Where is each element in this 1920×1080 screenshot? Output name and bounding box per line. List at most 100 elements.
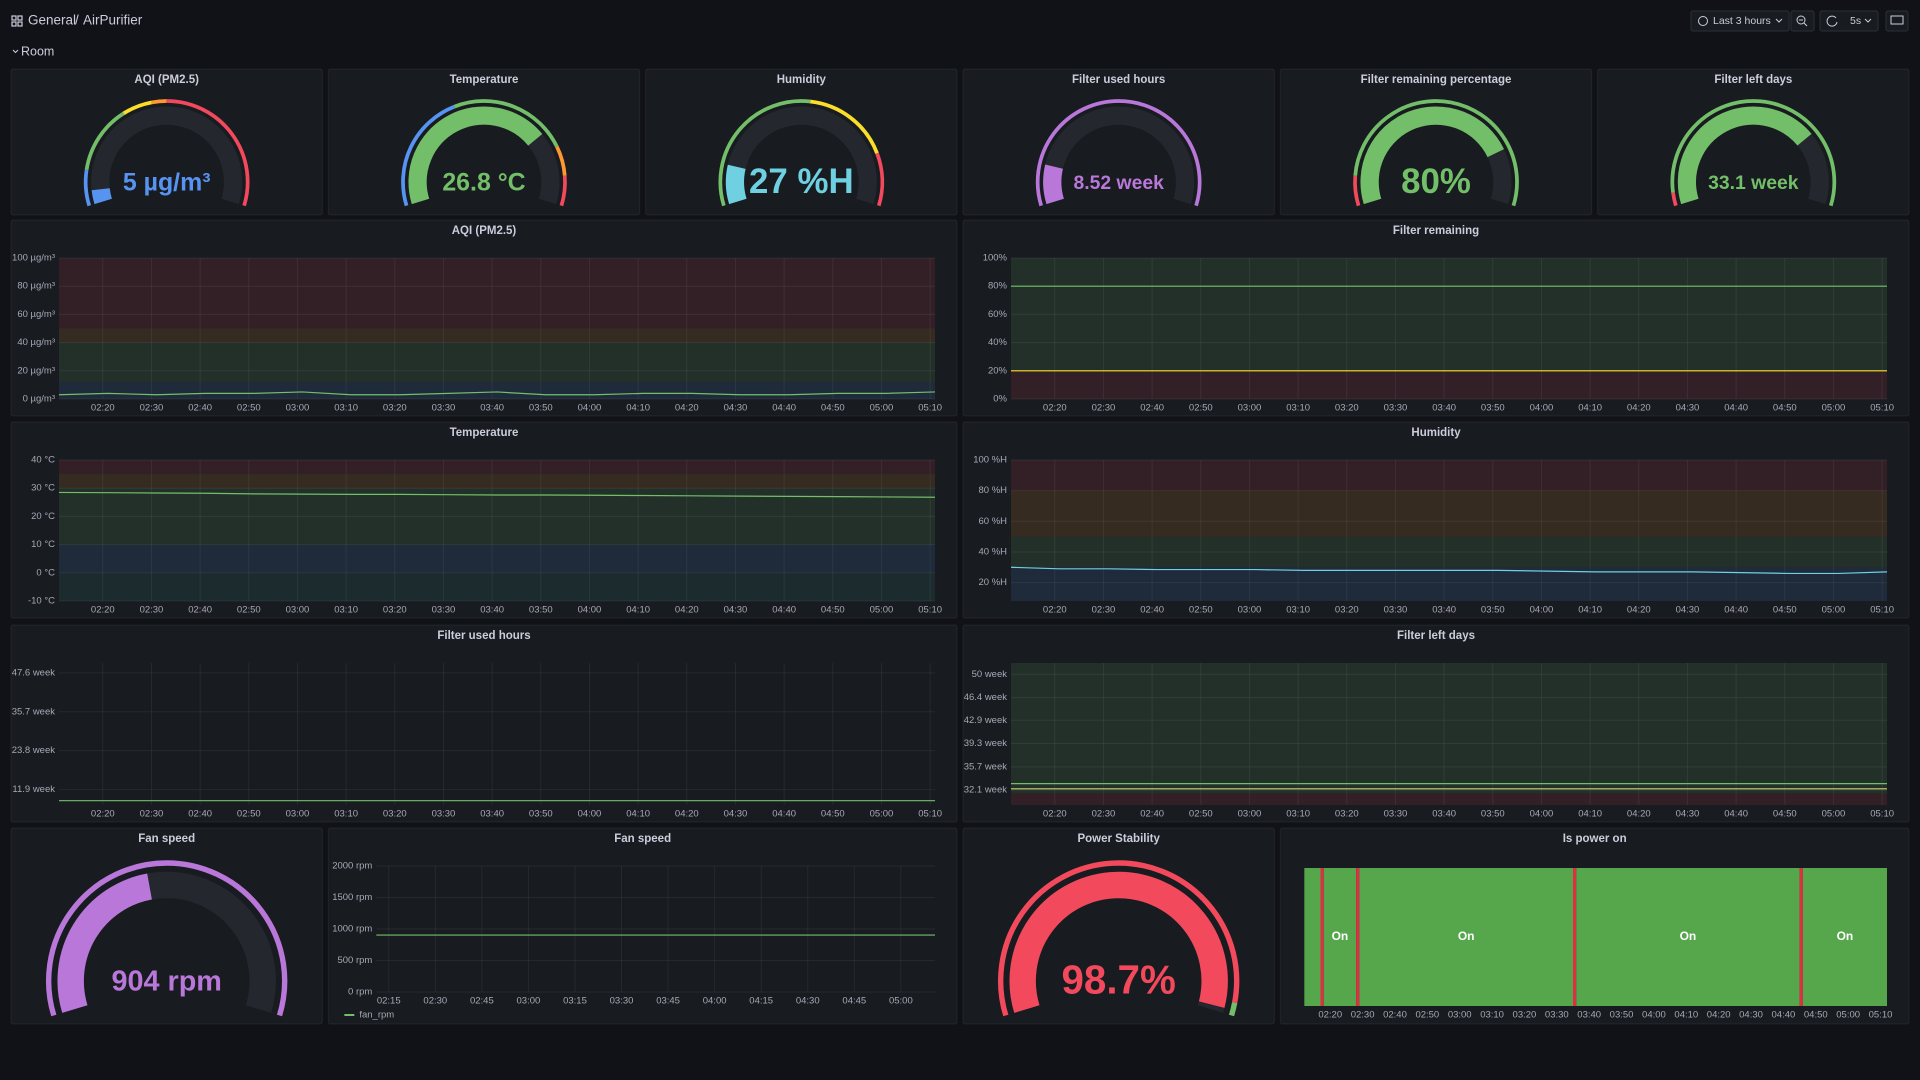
- x-tick-label: 04:50: [1773, 809, 1797, 820]
- x-tick-label: 02:20: [1318, 1010, 1342, 1021]
- panel: Temperature -10 °C 0 °C 10 °C 20 °C 30 °C 40 °…: [10, 421, 958, 619]
- x-tick-label: 04:40: [772, 605, 796, 616]
- x-tick-label: 03:20: [1335, 809, 1359, 820]
- state-segment: [1356, 868, 1360, 1006]
- threshold-arc: [83, 169, 92, 207]
- x-tick-label: 02:20: [91, 809, 115, 820]
- panel: Is power on On On On On 02:20 02:30 02:40 02:50 0…: [1279, 827, 1910, 1025]
- gauge-track: [1043, 106, 1195, 205]
- threshold-band: [1011, 370, 1887, 399]
- gauge-value: 8.52 week: [1073, 172, 1164, 194]
- y-tick-label: 23.8 week: [12, 745, 56, 756]
- panel: AQI (PM2.5) 0 µg/m³ 20 µg/m³ 40 µg/m³ 60 µg/…: [10, 219, 958, 417]
- threshold-arc: [718, 99, 811, 207]
- zoom-icon: [1799, 19, 1808, 27]
- breadcrumb-folder[interactable]: General: [28, 13, 76, 28]
- y-tick-label: 20 %H: [978, 577, 1007, 588]
- legend-label: fan_rpm: [359, 1010, 394, 1021]
- y-tick-label: 40 °C: [31, 455, 55, 466]
- tv-mode-button[interactable]: [1885, 10, 1909, 32]
- y-tick-label: -10 °C: [28, 596, 55, 607]
- chevron: [1864, 18, 1872, 23]
- breadcrumb-dashboard[interactable]: AirPurifier: [83, 13, 143, 28]
- x-tick-label: 02:50: [237, 809, 261, 820]
- x-tick-label: 04:00: [1530, 403, 1554, 414]
- y-tick-label: 60 µg/m³: [17, 309, 55, 320]
- y-tick-label: 20 °C: [31, 511, 55, 522]
- row-title[interactable]: Room: [21, 44, 54, 58]
- x-tick-label: 03:30: [432, 403, 456, 414]
- zoom-out-button[interactable]: [1790, 10, 1815, 32]
- x-tick-label: 05:00: [870, 605, 894, 616]
- x-tick-label: 03:50: [1481, 403, 1505, 414]
- threshold-arc: [810, 99, 879, 154]
- y-tick-label: 80%: [988, 281, 1008, 292]
- y-tick-label: 32.1 week: [964, 785, 1008, 796]
- panel-title: Filter left days: [1397, 630, 1475, 642]
- y-tick-label: 100%: [983, 253, 1008, 264]
- state-segment: [1320, 868, 1324, 1006]
- threshold-arc: [453, 99, 559, 148]
- gauge-track: [725, 106, 877, 205]
- y-tick-label: 35.7 week: [12, 706, 56, 717]
- threshold-band: [1011, 793, 1887, 805]
- apps-icon[interactable]: [11, 15, 23, 27]
- x-tick-label: 04:10: [626, 403, 650, 414]
- x-tick-label: 04:00: [1642, 1010, 1666, 1021]
- gauge-value-arc: [1360, 106, 1504, 205]
- panel: Filter used hours 11.9 week 23.8 week 35.7 …: [10, 624, 958, 823]
- y-tick-label: 1500 rpm: [332, 892, 372, 903]
- series-line: [58, 491, 936, 498]
- icon-part: [17, 21, 23, 27]
- gauge-value: 26.8 °C: [442, 169, 525, 197]
- x-tick-label: 04:15: [749, 996, 773, 1007]
- time-range: Last 3 hours: [1713, 15, 1771, 27]
- gauge-value-arc: [91, 188, 112, 205]
- x-tick-label: 03:30: [1384, 809, 1408, 820]
- panel-frame: [10, 827, 323, 1025]
- y-tick-label: 30 °C: [31, 483, 55, 494]
- panel-title: Filter left days: [1714, 74, 1792, 86]
- x-tick-label: 04:45: [842, 996, 866, 1007]
- panel-title: Fan speed: [138, 833, 195, 845]
- panel-title: Is power on: [1563, 833, 1627, 845]
- x-tick-label: 02:20: [1043, 809, 1067, 820]
- panel: Temperature 26.8 °C: [327, 68, 641, 216]
- panel-frame: [962, 219, 1910, 417]
- x-tick-label: 02:50: [1189, 403, 1213, 414]
- x-tick-label: 05:00: [1822, 809, 1846, 820]
- gauge-value: 904 rpm: [111, 966, 221, 998]
- x-tick-label: 04:50: [821, 403, 845, 414]
- x-tick-label: 04:50: [821, 605, 845, 616]
- x-tick-label: 03:10: [1286, 403, 1310, 414]
- row-chevron[interactable]: [12, 49, 19, 54]
- x-tick-label: 02:50: [237, 403, 261, 414]
- threshold-arc: [45, 860, 288, 1017]
- x-tick-label: 04:30: [1676, 809, 1700, 820]
- x-tick-label: 02:50: [237, 605, 261, 616]
- x-tick-label: 03:10: [334, 605, 358, 616]
- x-tick-label: 03:40: [1432, 809, 1456, 820]
- x-tick-label: 05:00: [1836, 1010, 1860, 1021]
- refresh-button[interactable]: 5s: [1819, 10, 1879, 32]
- icon-part: [11, 15, 17, 21]
- threshold-arc: [84, 111, 125, 171]
- threshold-band: [59, 572, 935, 601]
- panel-frame: [10, 624, 958, 823]
- y-tick-label: 40%: [988, 337, 1008, 348]
- y-tick-label: 60 %H: [978, 516, 1007, 527]
- panel-title: Humidity: [777, 74, 827, 86]
- y-tick-label: 500 rpm: [337, 955, 372, 966]
- panel: Power Stability 98.7%: [962, 827, 1275, 1025]
- x-tick-label: 03:40: [480, 809, 504, 820]
- breadcrumb-separator: /: [75, 13, 79, 28]
- threshold-arc: [555, 145, 567, 176]
- x-tick-label: 05:10: [918, 605, 942, 616]
- time-picker[interactable]: Last 3 hours: [1690, 10, 1790, 32]
- threshold-arc: [1035, 99, 1202, 207]
- x-tick-label: 03:20: [1513, 1010, 1537, 1021]
- x-tick-label: 03:00: [1238, 403, 1262, 414]
- gauge-value: 80%: [1401, 162, 1471, 201]
- x-tick-label: 03:40: [1577, 1010, 1601, 1021]
